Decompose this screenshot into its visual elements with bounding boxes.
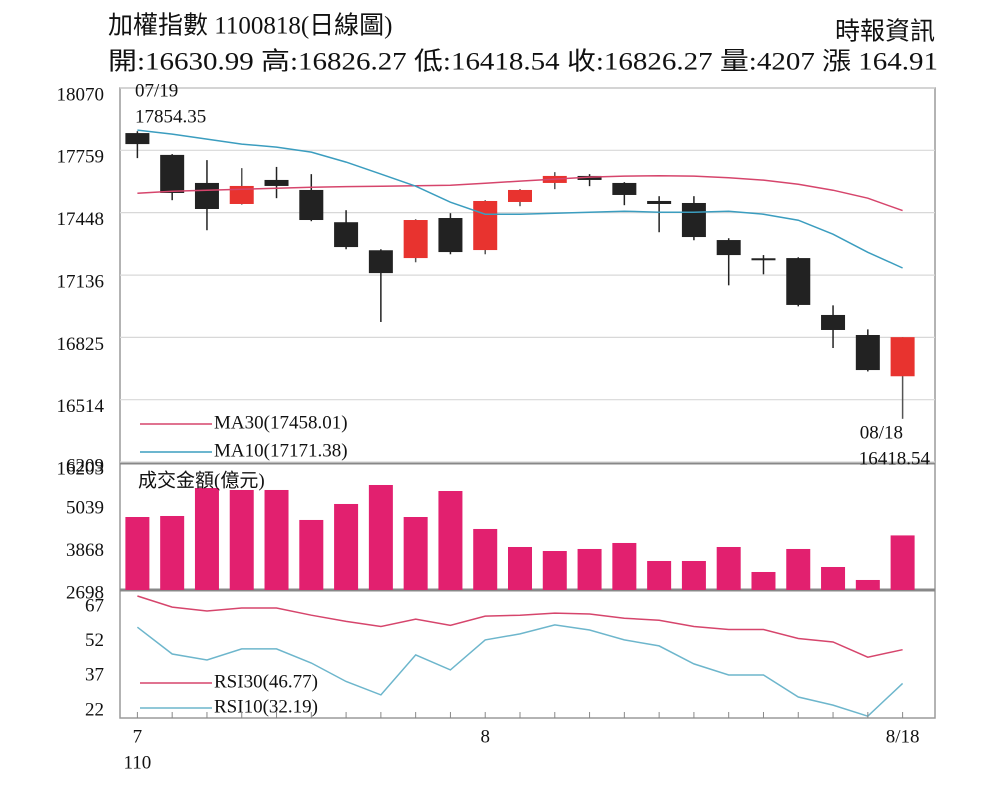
rsi-line [137,595,903,658]
bar [160,515,185,590]
candle-body [194,182,219,209]
bar [716,546,741,590]
candle-body [647,200,672,204]
y-tick-label: 16203 [57,458,105,479]
y-tick-label: 17759 [57,147,105,168]
annotation: 07/19 [135,80,178,101]
bar [229,489,254,590]
candle-body [403,220,428,259]
y-tick-label: 22 [85,699,104,720]
candle-body [577,175,602,180]
candle-body [473,200,498,251]
rsi-line [136,624,904,718]
panel-title: 成交金額(億元) [138,469,265,491]
annotation: 17854.35 [135,106,206,127]
bar [508,546,532,590]
candle-body [264,179,289,186]
candle-body [890,337,915,377]
candle-body [125,133,150,145]
candle-body [716,240,741,256]
y-tick-label: 18070 [57,84,105,105]
bar [438,490,463,590]
bar [473,528,498,590]
annotation: 16418.54 [859,448,931,469]
bar [125,517,150,590]
candle-body [229,185,254,204]
candle-body [160,154,185,193]
bar [786,548,811,590]
annotation: 08/18 [860,422,903,443]
candle-body [751,258,776,261]
bar [681,560,706,590]
y-tick-label: 16514 [57,396,105,417]
y-tick-label: 67 [85,595,104,616]
y-tick-label: 17448 [57,209,105,230]
bar [647,560,672,590]
y-tick-label: 5039 [66,498,104,519]
legend-label: MA30(17458.01) [214,412,348,433]
title: 加權指數 1100818(日線圖) [108,12,392,40]
y-tick-label: 17136 [57,271,105,292]
x-sublabel: 110 [123,752,151,773]
x-tick-label: 8/18 [886,726,920,747]
x-tick-label: 7 [133,726,143,747]
candle-body [299,189,324,221]
bar [194,487,219,590]
bar [264,489,289,590]
ma-line [137,174,903,212]
y-tick-label: 2698 [66,582,104,603]
bar [368,484,393,590]
source: 時報資訊 [835,18,935,46]
y-tick-label: 16825 [57,334,105,355]
y-tick-label: 3868 [66,540,104,561]
candle-body [368,250,393,274]
legend-label: RSI30(46.77) [214,671,318,692]
bar [612,542,637,590]
candle-body [681,202,706,238]
bar [403,517,428,590]
bar [299,519,324,590]
bar [821,566,846,590]
legend-label: RSI10(32.19) [214,696,318,717]
candle-body [438,218,463,253]
ma-line [137,129,903,269]
x-tick-label: 8 [480,726,490,747]
bar [855,579,880,590]
candle-body [334,222,359,248]
legend-label: MA10(17171.38) [214,440,348,461]
y-tick-label: 52 [85,630,104,651]
summary: 開:16630.99 高:16826.27 低:16418.54 收:16826… [108,48,938,76]
candle-body [821,314,846,330]
candle-body [508,189,532,202]
y-tick-label: 6209 [66,455,104,476]
candle-body [786,258,811,305]
candle-body [612,182,637,195]
y-tick-label: 37 [85,665,104,686]
bar [890,535,915,590]
bar [751,571,776,590]
candle-body [855,334,880,371]
bar [542,551,567,590]
bar [577,548,602,590]
bar [334,503,359,590]
